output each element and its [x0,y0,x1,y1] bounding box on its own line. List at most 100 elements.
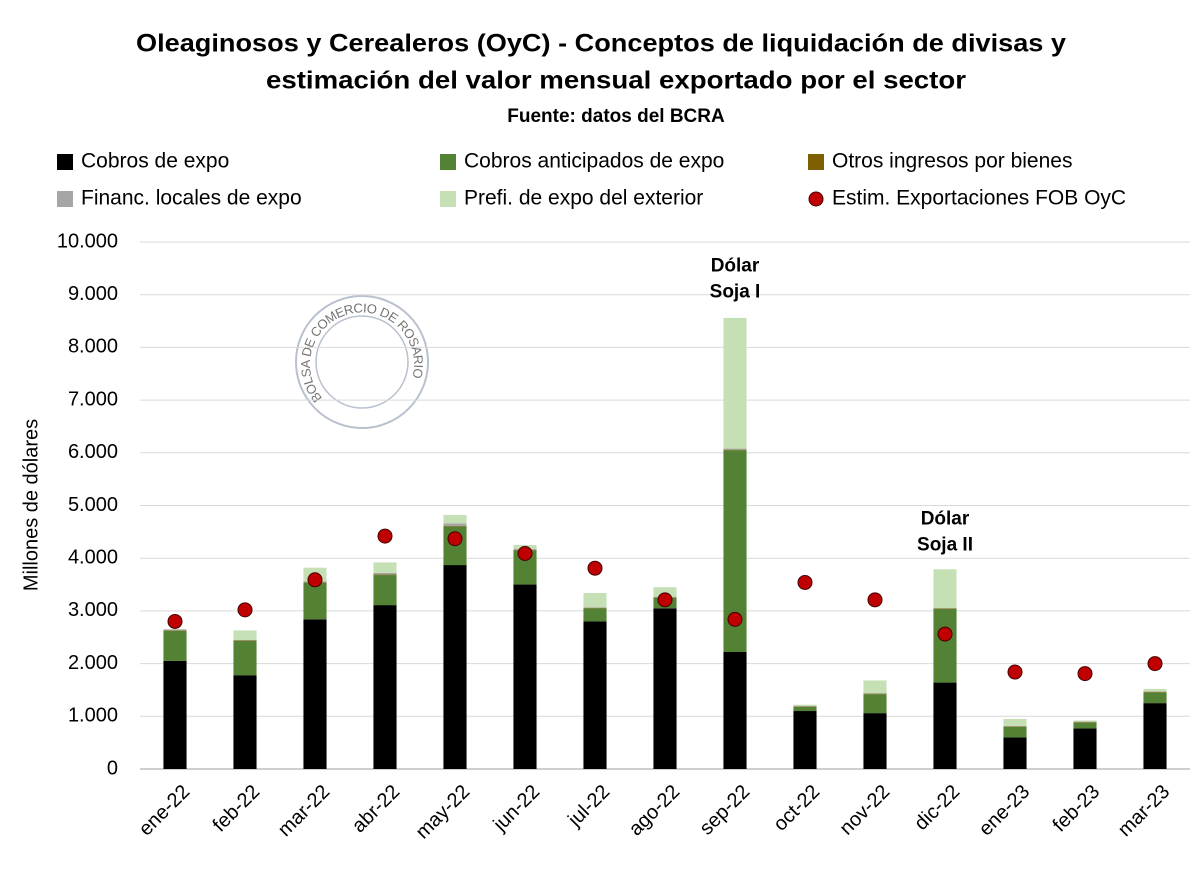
legend-label: Cobros anticipados de expo [464,150,724,173]
y-tick-label: 3.000 [68,599,118,621]
bar-segment [723,317,747,449]
bar-segment [443,565,467,769]
bar-segment [863,693,887,694]
legend-swatch [57,191,73,207]
legend-swatch [440,154,456,170]
bar-segment [793,704,817,706]
legend-label: Prefi. de expo del exterior [464,187,703,210]
bar-segment [163,630,187,631]
bar-segment [443,523,467,527]
bar-segment [863,713,887,769]
bar-segment [793,706,817,707]
bar-segment [793,705,817,707]
bar-segment [1143,692,1167,693]
scatter-point [937,626,953,642]
bar-segment [933,682,957,769]
bar-segment [373,605,397,769]
legend-label: Cobros de expo [81,150,229,173]
watermark-ring [315,315,409,409]
scatter-point [307,572,323,588]
y-tick-label: 10.000 [57,230,118,252]
scatter-point [587,560,603,576]
legend-swatch [440,191,456,207]
bar-segment [443,526,467,527]
scatter-point [657,592,673,608]
bar-segment [443,514,467,524]
bar-segment [653,587,677,597]
scatter-point [517,545,533,561]
y-tick-label: 8.000 [68,336,118,358]
annotation: Dólar [711,255,760,276]
scatter-point [1077,666,1093,682]
scatter-point [797,574,813,590]
bar-segment [933,608,957,609]
scatter-point [867,592,883,608]
y-tick-label: 2.000 [68,652,118,674]
bar-segment [373,575,397,606]
bar-segment [1143,691,1167,693]
bar-segment [163,660,187,769]
y-tick-label: 7.000 [68,388,118,410]
bar-segment [513,550,537,585]
bar-segment [373,574,397,576]
bar-segment [373,562,397,573]
y-tick-label: 9.000 [68,283,118,305]
legend-label: Otros ingresos por bienes [832,150,1072,173]
bar-segment [793,711,817,769]
bar-segment [303,619,327,769]
bar-segment [583,607,607,608]
bar-segment [583,621,607,769]
bar-segment [233,675,257,769]
bar-segment [1003,737,1027,769]
bar-segment [933,569,957,608]
bar-segment [863,694,887,714]
bar-segment [233,630,257,640]
legend-swatch [57,154,73,170]
annotation: Dólar [921,508,970,529]
bar-segment [163,629,187,631]
bar-segment [723,448,747,450]
scatter-point [167,613,183,629]
bar-segment [1143,703,1167,769]
annotation: Soja II [917,534,973,555]
watermark-ring [295,295,429,429]
bar-segment [583,592,607,608]
bar-segment [1003,718,1027,726]
bar-segment [1073,722,1097,729]
scatter-point [1007,664,1023,680]
legend-swatch [808,191,824,207]
bar-segment [1003,725,1027,727]
chart-title: Oleaginosos y Cerealeros (OyC) - Concept… [136,30,1066,58]
y-tick-label: 1.000 [68,705,118,727]
bar-segment [163,630,187,661]
bar-segment [723,449,747,451]
chart-subtitle: Fuente: datos del BCRA [507,106,725,127]
scatter-point [447,531,463,547]
bar-segment [1073,728,1097,769]
bar-segment [863,693,887,695]
bar-segment [303,582,327,620]
bar-segment [233,639,257,641]
y-axis-title: Millones de dólares [20,419,42,591]
bar-segment [583,607,607,609]
bar-segment [1073,722,1097,723]
bar-segment [1003,726,1027,738]
bar-segment [373,572,397,575]
y-tick-label: 4.000 [68,546,118,568]
bar-segment [1143,688,1167,692]
legend-swatch [808,154,824,170]
bar-segment [1073,720,1097,722]
chart-title: estimación del valor mensual exportado p… [266,67,966,95]
scatter-point [1147,656,1163,672]
bar-segment [233,640,257,641]
bar-segment [583,608,607,622]
bar-segment [1073,721,1097,723]
bar-segment [1003,726,1027,727]
legend-label: Estim. Exportaciones FOB OyC [832,187,1126,210]
y-tick-label: 5.000 [68,494,118,516]
bar-segment [513,584,537,769]
bar-segment [723,652,747,769]
scatter-point [377,528,393,544]
bar-segment [863,680,887,694]
